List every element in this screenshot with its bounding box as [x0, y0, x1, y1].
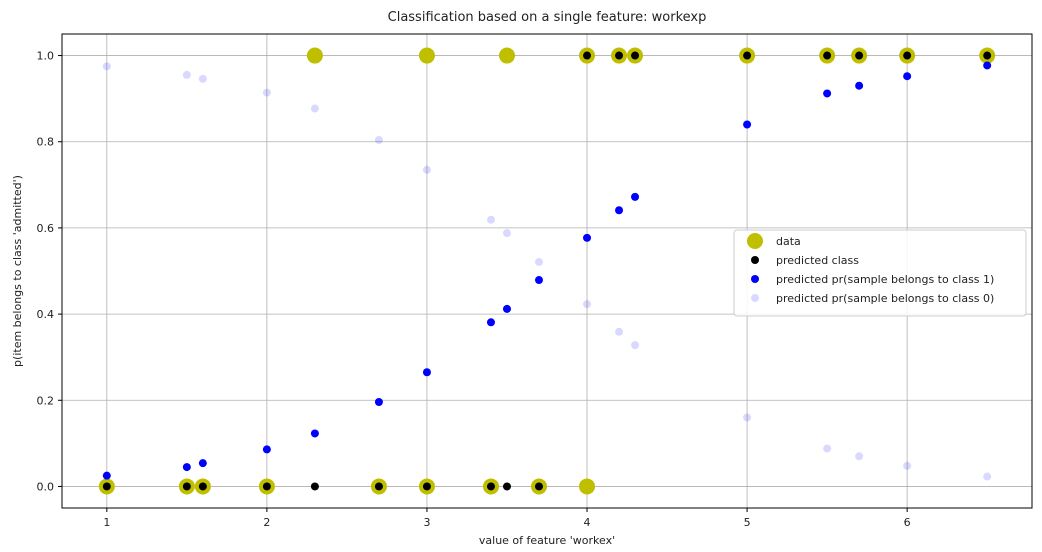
class0-prob-point: [903, 461, 912, 470]
legend-marker: [751, 256, 759, 264]
class0-prob-point: [486, 215, 495, 224]
chart-title: Classification based on a single feature…: [388, 10, 707, 25]
class0-prob-point: [615, 327, 624, 336]
class1-prob-point: [903, 72, 912, 81]
y-tick-label: 0.6: [37, 222, 55, 235]
y-tick-label: 0.2: [37, 394, 55, 407]
predicted-class-point: [262, 482, 271, 491]
class1-prob-point: [310, 429, 319, 438]
predicted-class-point: [631, 51, 640, 60]
class0-prob-point: [583, 300, 592, 309]
predicted-class-point: [855, 51, 864, 60]
y-tick-label: 0.4: [37, 308, 55, 321]
x-tick-label: 5: [744, 516, 751, 529]
x-tick-label: 2: [263, 516, 270, 529]
predicted-class-point: [983, 51, 992, 60]
class1-prob-point: [615, 206, 624, 215]
class1-prob-point: [855, 81, 864, 90]
class1-prob-point: [823, 89, 832, 98]
predicted-class-point: [534, 482, 543, 491]
class1-prob-point: [422, 368, 431, 377]
legend: data predicted class predicted pr(sample b…: [733, 229, 1027, 317]
class1-prob-point: [374, 397, 383, 406]
grid-layer: [62, 34, 1032, 508]
predicted-class-point: [374, 482, 383, 491]
class0-prob-point: [534, 257, 543, 266]
predicted-class-point: [198, 482, 207, 491]
predicted-class-point: [182, 482, 191, 491]
class1-prob-point: [182, 463, 191, 472]
class0-prob-point: [631, 341, 640, 350]
predicted-class-point: [310, 482, 319, 491]
legend-box: [733, 229, 1027, 317]
points-layer: [98, 47, 996, 495]
legend-label: predicted class: [776, 254, 859, 267]
legend-label: predicted pr(sample belongs to class 1): [776, 273, 994, 286]
class1-prob-point: [486, 318, 495, 327]
class1-prob-point: [631, 192, 640, 201]
class0-prob-point: [855, 452, 864, 461]
ticks-layer: 1 2 3 4 5 6 0.0 0.2 0.4 0.6 0.8 1.0: [37, 50, 911, 529]
class0-prob-point: [502, 229, 511, 238]
predicted-class-point: [823, 51, 832, 60]
data-point: [579, 478, 596, 495]
class1-prob-point: [198, 459, 207, 468]
y-tick-label: 0.8: [37, 136, 55, 149]
class1-prob-point: [534, 276, 543, 285]
class1-prob-point: [502, 304, 511, 313]
class0-prob-point: [262, 88, 271, 97]
data-point: [418, 47, 435, 64]
data-point: [498, 47, 515, 64]
predicted-class-point: [583, 51, 592, 60]
predicted-class-point: [102, 482, 111, 491]
y-tick-label: 1.0: [37, 50, 55, 63]
predicted-class-point: [502, 482, 511, 491]
x-tick-label: 3: [423, 516, 430, 529]
class0-prob-point: [374, 136, 383, 145]
class0-prob-point: [743, 413, 752, 422]
class0-prob-point: [198, 74, 207, 83]
class0-prob-point: [823, 444, 832, 453]
predicted-class-point: [615, 51, 624, 60]
class0-prob-point: [983, 472, 992, 481]
y-tick-label: 0.0: [37, 480, 55, 493]
x-tick-label: 1: [103, 516, 110, 529]
predicted-class-point: [903, 51, 912, 60]
predicted-class-point: [486, 482, 495, 491]
x-tick-label: 6: [904, 516, 911, 529]
class1-prob-point: [583, 233, 592, 242]
legend-marker: [747, 233, 763, 249]
class0-prob-point: [102, 62, 111, 71]
class1-prob-point: [262, 445, 271, 454]
predicted-class-point: [422, 482, 431, 491]
legend-label: predicted pr(sample belongs to class 0): [776, 292, 994, 305]
class1-prob-point: [983, 61, 992, 70]
class1-prob-point: [743, 120, 752, 129]
plot-frame: [61, 33, 1033, 509]
x-tick-label: 4: [584, 516, 591, 529]
y-axis-label: p(item belongs to class 'admitted'): [11, 175, 24, 367]
class0-prob-point: [422, 165, 431, 174]
class1-prob-point: [102, 471, 111, 480]
legend-marker: [751, 294, 759, 302]
class0-prob-point: [182, 70, 191, 79]
legend-label: data: [776, 235, 801, 248]
legend-marker: [751, 275, 759, 283]
data-point: [306, 47, 323, 64]
predicted-class-point: [743, 51, 752, 60]
class0-prob-point: [310, 104, 319, 113]
x-axis-label: value of feature 'workex': [479, 534, 615, 547]
